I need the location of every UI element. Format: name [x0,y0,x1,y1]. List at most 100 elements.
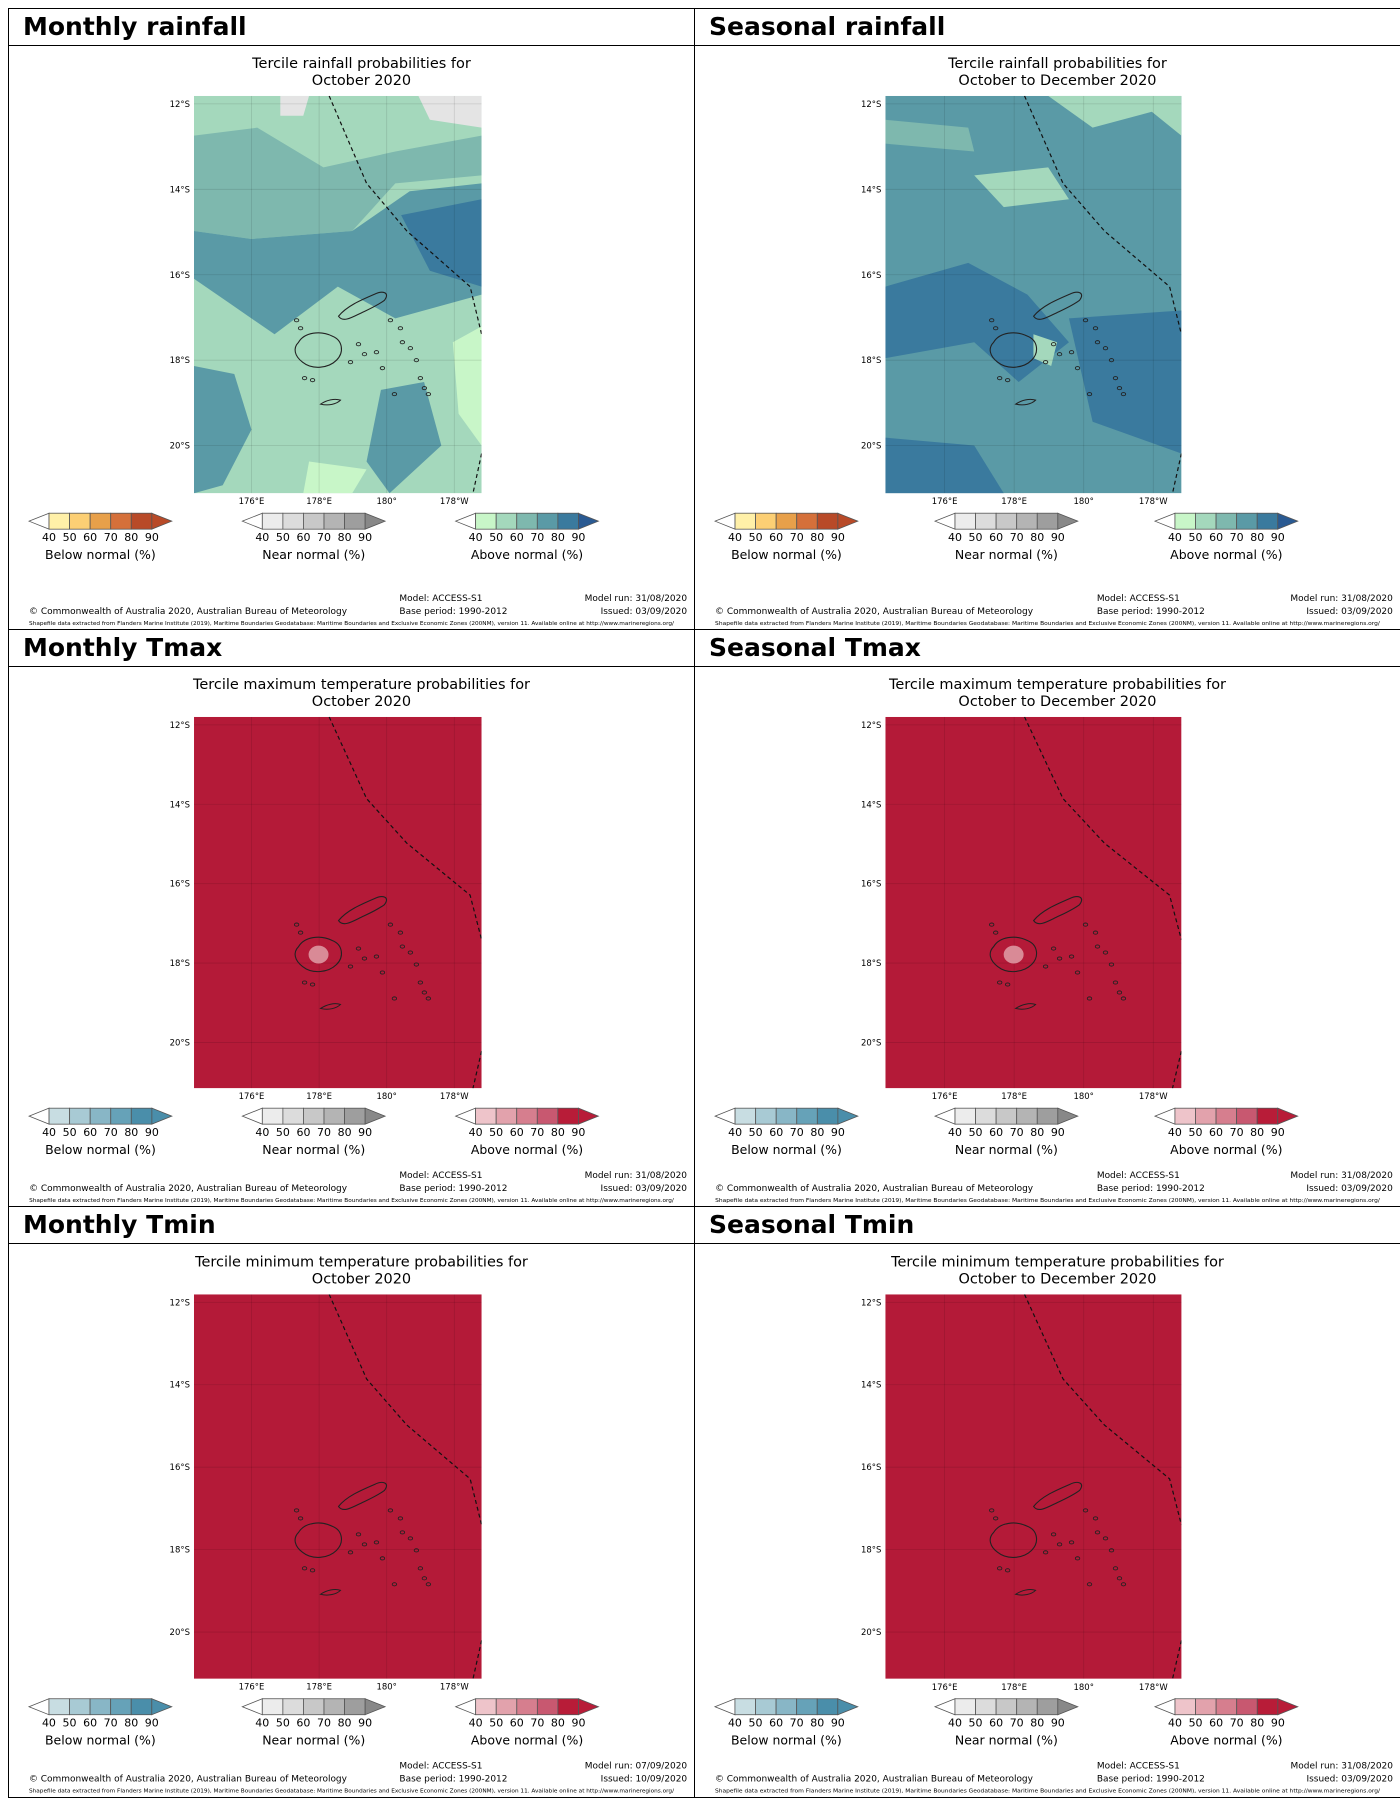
legend-swatch [557,1698,579,1716]
legend-tick: 50 [63,531,77,544]
legend-tick: 70 [790,1717,804,1730]
legend-low-arrow [933,1698,956,1716]
legend-swatch [1174,1107,1196,1125]
island-outline [1108,962,1115,967]
island-outline [1094,340,1101,345]
island-outline [1112,376,1119,381]
legend-tick: 40 [469,1717,483,1730]
legend-swatch [475,1107,497,1125]
lon-label: 180° [376,496,396,506]
legend-tick: 90 [1271,1126,1285,1139]
legend-above-normal-label: Above normal (%) [471,547,583,562]
prob-above-90 [885,1294,1182,1679]
legend-swatch [734,1698,756,1716]
legend-near-normal-label: Near normal (%) [262,1733,365,1748]
legend-high-arrow [1057,1698,1079,1716]
island-outline [391,392,398,397]
legend-tick: 80 [810,1126,824,1139]
legend-below-normal: 40 50 60 70 80 90 Below normal (%) [28,1107,173,1157]
vanua-levu-coast [337,291,388,320]
legend-near-normal: 40 50 60 70 80 90 Near normal (%) [933,1698,1079,1748]
legend-swatch [954,1107,976,1125]
header-monthly-rainfall: Monthly rainfall [8,8,695,46]
map-area [885,1294,1182,1679]
legend-swatch [734,512,757,530]
legend-swatch [130,512,153,530]
legend-near-normal-label: Near normal (%) [955,547,1058,562]
island-outline [1116,1576,1123,1581]
island-outline [417,1566,424,1571]
viti-levu-coast [989,936,1038,973]
island-outline [1116,386,1123,391]
legend-low-arrow [28,1107,50,1125]
island-outline [407,346,414,351]
island-outline [1004,1568,1011,1573]
prob-80-90-south [885,437,1004,494]
legend-tick: 70 [530,1717,544,1730]
lat-label: 18°S [861,1545,881,1555]
model-name: Model: ACCESS-S1 [1097,1762,1180,1772]
shapefile-credit: Shapefile data extracted from Flanders M… [29,1198,674,1204]
island-outline [997,980,1003,985]
lon-label: 178°W [1139,1682,1168,1692]
legend-swatch [816,512,839,530]
legend-high-arrow [578,512,600,530]
header-seasonal-tmax: Seasonal Tmax [694,629,1400,667]
legend-tick: 70 [1230,1126,1244,1139]
legend-tick: 40 [42,531,56,544]
legend-tick: 70 [1010,1717,1024,1730]
island-outline [1082,318,1089,323]
legend-swatch [816,1698,839,1716]
legend-swatch [954,1698,976,1716]
legend-tick: 80 [124,1126,138,1139]
prob-70-80-south [193,366,252,494]
legend-swatch [1215,1698,1238,1716]
panel-tmax-month-cell: Tercile maximum temperature probabilitie… [8,666,695,1207]
island-outline [1042,1550,1049,1555]
base-period: Base period: 1990-2012 [399,607,507,617]
lon-label: 180° [376,1091,396,1101]
legend-tick: 80 [1250,1126,1264,1139]
legend-tick: 50 [276,1126,290,1139]
lat-label: 18°S [170,355,190,365]
legend-tick: 60 [1209,1126,1223,1139]
map-title: Tercile minimum temperature probabilitie… [890,1254,1224,1270]
island-outline [1112,1566,1119,1571]
lon-label: 180° [377,1682,397,1692]
prob-70-80-southeast [366,382,442,494]
base-period: Base period: 1990-2012 [1097,607,1205,617]
legend-swatch [69,1107,91,1125]
island-outline [373,954,380,959]
island-outline [347,1550,354,1555]
legend-tick: 70 [530,1126,544,1139]
island-outline [397,1516,404,1521]
model-name: Model: ACCESS-S1 [1097,594,1180,604]
header-seasonal-tmin: Seasonal Tmin [694,1206,1400,1244]
island-outline [1082,1508,1089,1513]
island-outline [1120,1582,1127,1587]
island-outline [1074,1556,1081,1561]
island-outline [1042,964,1049,969]
legend-swatch [261,1107,284,1125]
lat-label: 18°S [861,958,881,968]
island-outline [989,318,995,323]
legend-tick: 70 [104,1126,118,1139]
island-outline [1050,342,1057,347]
issued-date: Issued: 10/09/2020 [601,1775,688,1785]
shapefile-credit: Shapefile data extracted from Flanders M… [715,1198,1380,1204]
legend-below-normal: 40 50 60 70 80 90 Below normal (%) [27,512,173,562]
map-title: Tercile rainfall probabilities for [251,56,471,72]
island-outline [421,386,428,391]
viti-levu-coast [989,1522,1038,1558]
map-area [194,716,482,1089]
legend-swatch [303,1698,325,1716]
legend-swatch [975,1698,997,1716]
legend-tick: 40 [469,1126,483,1139]
legend-tick: 90 [1271,531,1285,544]
legend-above-normal-label: Above normal (%) [471,1142,583,1157]
island-outline [1005,378,1011,383]
model-run-date: Model run: 31/08/2020 [1290,1171,1393,1181]
island-outline [1068,350,1075,355]
island-outline [301,376,308,381]
legend-tick: 60 [989,531,1003,544]
